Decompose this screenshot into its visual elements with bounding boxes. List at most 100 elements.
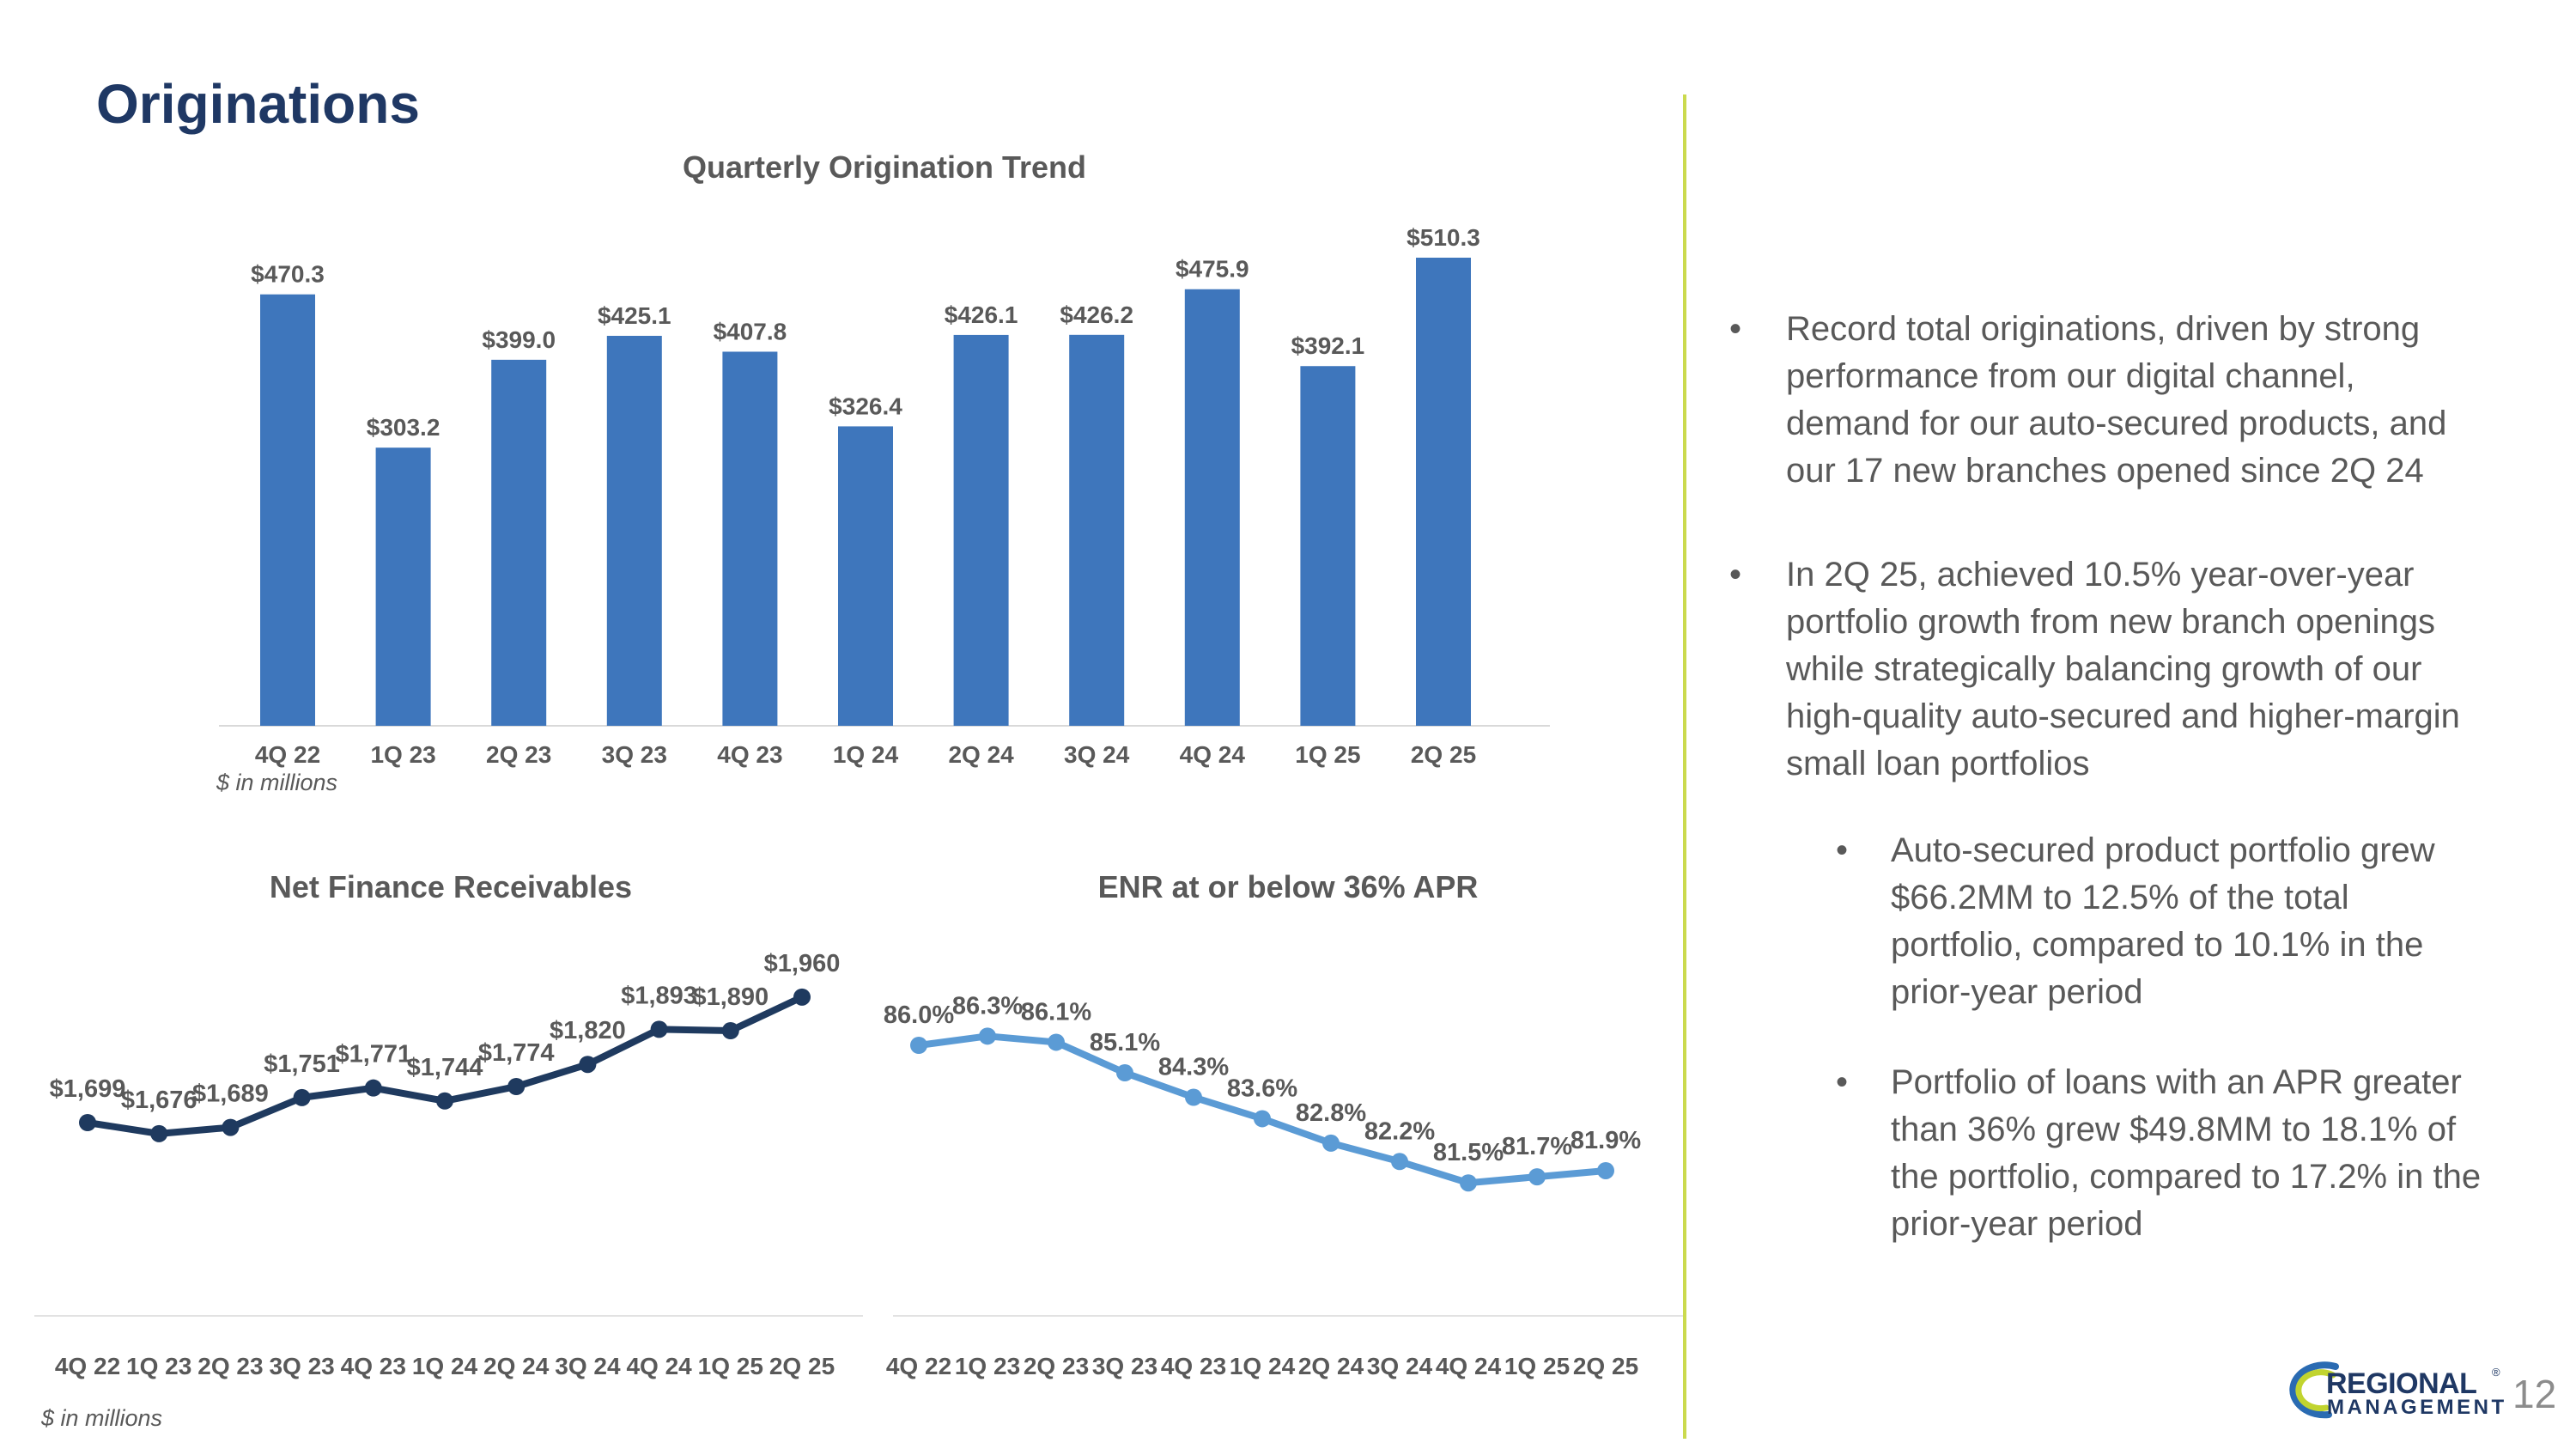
bar-value-label: $475.9 [1176,256,1249,283]
bar [722,351,778,726]
axis-tick-label: 3Q 24 [1367,1353,1433,1379]
nfr-chart-title: Net Finance Receivables [269,869,633,904]
axis-tick-label: 2Q 23 [486,741,551,768]
bullet-item: • In 2Q 25, achieved 10.5% year-over-yea… [1717,551,2546,788]
point-value-label: 84.3% [1158,1054,1229,1081]
data-point [293,1088,311,1106]
quarterly-origination-bar-chart: $470.3 4Q 22 $303.2 1Q 23 $399.0 2Q 23 $425.1 3… [219,224,1550,768]
axis-tick-label: 1Q 24 [833,741,899,768]
axis-tick-label: 2Q 23 [1024,1353,1089,1379]
bar [260,294,315,726]
bar-value-label: $470.3 [251,261,325,288]
sub-bullet-item: • Portfolio of loans with an APR greater… [1717,1059,2546,1248]
axis-tick-label: 1Q 24 [412,1353,478,1379]
bar [1300,366,1356,726]
bar-chart-title: Quarterly Origination Trend [682,149,1087,185]
axis-tick-label: 4Q 24 [1436,1353,1502,1379]
logo-wordmark-line1: REGIONAL [2326,1367,2476,1400]
data-point [1185,1088,1202,1106]
data-point [1391,1153,1408,1171]
axis-tick-label: 1Q 23 [370,741,435,768]
bullet-text: In 2Q 25, achieved 10.5% year-over-year … [1786,556,2460,782]
bar [1184,289,1240,726]
axis-tick-label: 2Q 24 [948,741,1014,768]
point-value-label: $1,960 [764,950,841,977]
axis-tick-label: 4Q 23 [717,741,782,768]
point-value-label: 82.2% [1364,1117,1435,1145]
point-value-label: $1,771 [335,1041,411,1068]
axis-tick-label: 1Q 25 [1295,741,1360,768]
axis-tick-label: 4Q 23 [341,1353,406,1379]
regional-management-logo: REGIONAL ® MANAGEMENT [2289,1361,2504,1419]
axis-tick-label: 2Q 25 [769,1353,835,1379]
data-point [1528,1168,1546,1186]
point-value-label: $1,689 [192,1081,269,1108]
axis-tick-label: 1Q 24 [1230,1353,1296,1379]
axis-tick-label: 1Q 25 [698,1353,763,1379]
bar-value-label: $392.1 [1291,332,1365,359]
nfr-chart-units-note: $ in millions [41,1405,163,1431]
bullet-text: Record total originations, driven by str… [1786,310,2447,490]
point-value-label: 86.1% [1021,998,1091,1026]
bullet-marker: • [1729,556,1742,594]
logo-registered-mark: ® [2492,1366,2500,1379]
data-point [1322,1134,1340,1152]
bar [1069,334,1125,726]
point-value-label: 82.8% [1296,1099,1366,1127]
axis-tick-label: 1Q 23 [955,1353,1020,1379]
point-value-label: 81.9% [1571,1127,1641,1154]
point-value-label: $1,893 [621,982,697,1009]
bar-value-label: $426.2 [1060,301,1133,328]
data-point [150,1124,168,1142]
data-point [79,1114,96,1131]
axis-tick-label: 4Q 22 [886,1353,951,1379]
logo-swoosh-green-icon [2295,1369,2336,1412]
data-point [1597,1161,1614,1179]
data-point [793,988,811,1006]
point-value-label: 83.6% [1227,1075,1297,1102]
divider-line [1683,94,1686,1439]
bar [375,447,431,726]
bar [491,359,547,726]
axis-tick-label: 2Q 24 [483,1353,550,1379]
data-point [650,1020,668,1038]
commentary-panel: • Record total originations, driven by s… [1717,306,2546,1248]
bullet-item: • Record total originations, driven by s… [1717,306,2546,495]
bullet-text: Auto-secured product portfolio grew $66.… [1891,831,2435,1011]
point-value-label: 86.3% [952,992,1023,1020]
bar-value-label: $326.4 [829,393,902,419]
data-point [721,1022,739,1040]
bar-value-label: $303.2 [367,414,440,441]
data-point [436,1092,453,1110]
bullet-text: Portfolio of loans with an APR greater t… [1891,1063,2482,1243]
data-point [1048,1033,1065,1051]
enr-chart-title: ENR at or below 36% APR [1097,869,1479,904]
page-number: 12 [2512,1372,2557,1416]
data-point [979,1027,996,1045]
data-point [910,1037,927,1054]
data-point [364,1079,382,1097]
axis-tick-label: 2Q 25 [1573,1353,1638,1379]
enr-apr-line-chart: 86.0% 4Q 22 86.3% 1Q 23 86.1% 2Q 23 85.1% 3Q 23… [884,992,1683,1379]
axis-tick-label: 3Q 24 [1064,741,1130,768]
bar-value-label: $407.8 [714,318,787,344]
data-point [1460,1174,1477,1192]
axis-tick-label: 3Q 23 [1092,1353,1157,1379]
point-value-label: 81.5% [1433,1139,1504,1166]
axis-tick-label: 3Q 24 [555,1353,621,1379]
point-value-label: $1,774 [478,1039,555,1067]
data-point [222,1118,240,1136]
bar-value-label: $399.0 [482,326,556,353]
bar [1416,257,1471,726]
page-title: Originations [96,73,420,135]
point-value-label: $1,820 [550,1017,626,1044]
point-value-label: 86.0% [884,1002,954,1029]
bullet-marker: • [1729,310,1742,348]
bullet-marker: • [1836,831,1849,869]
data-point [507,1078,526,1095]
axis-tick-label: 4Q 24 [626,1353,692,1379]
bar-value-label: $425.1 [598,302,671,329]
logo-swoosh-blue-icon [2289,1361,2339,1419]
bar [953,334,1009,726]
axis-tick-label: 2Q 23 [197,1353,263,1379]
